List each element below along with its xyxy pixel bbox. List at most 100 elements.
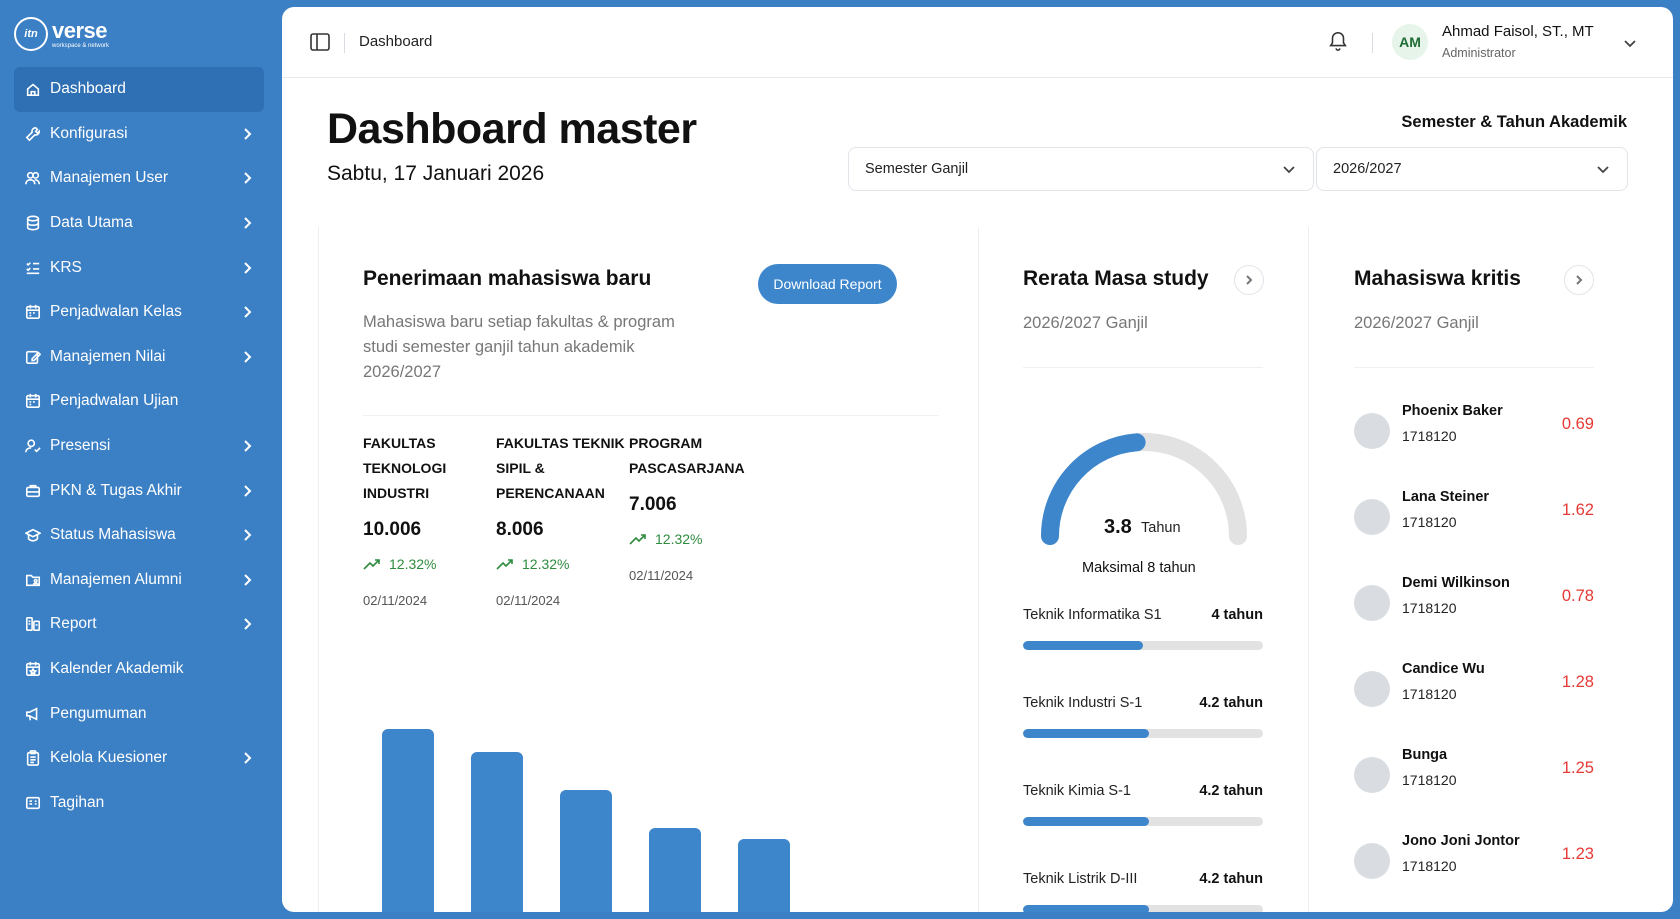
- gauge-unit: Tahun: [1141, 520, 1181, 536]
- program-duration: 4.2 tahun: [1199, 783, 1263, 799]
- bell-icon[interactable]: [1327, 30, 1349, 52]
- student-id: 1718120: [1402, 858, 1457, 874]
- sidebar-toggle-icon[interactable]: [310, 33, 330, 51]
- sidebar-item-penjadwalan-ujian[interactable]: Penjadwalan Ujian: [14, 379, 264, 424]
- sidebar-item-label: Presensi: [50, 437, 111, 455]
- sidebar-item-label: Manajemen Alumni: [50, 570, 182, 588]
- topbar: Dashboard AM Ahmad Faisol, ST., MT Admin…: [282, 7, 1673, 78]
- program-duration: 4.2 tahun: [1199, 695, 1263, 711]
- chevron-right-icon: [240, 528, 254, 542]
- divider: [1354, 367, 1594, 368]
- chart-bar[interactable]: [382, 729, 434, 912]
- sidebar-item-pengumuman[interactable]: Pengumuman: [14, 691, 264, 736]
- student-id: 1718120: [1402, 686, 1457, 702]
- folder-user-icon: [24, 571, 42, 589]
- sidebar-item-manajemen-nilai[interactable]: Manajemen Nilai: [14, 335, 264, 380]
- stat-faculty-name: FAKULTAS TEKNOLOGI INDUSTRI: [363, 431, 446, 506]
- sidebar-item-krs[interactable]: KRS: [14, 245, 264, 290]
- year-select[interactable]: 2026/2027: [1316, 147, 1628, 191]
- topbar-divider: [344, 33, 345, 53]
- main-panel: Dashboard AM Ahmad Faisol, ST., MT Admin…: [282, 7, 1673, 912]
- sidebar-item-label: Status Mahasiswa: [50, 526, 176, 544]
- logo-mark-icon: itn: [14, 17, 48, 51]
- clipboard-icon: [24, 749, 42, 767]
- stat-faculty-name-line: PROGRAM: [629, 435, 703, 451]
- chart-bar[interactable]: [560, 790, 612, 912]
- student-gpa: 1.25: [1561, 759, 1594, 777]
- download-report-button[interactable]: Download Report: [758, 264, 897, 304]
- stat-faculty-name: PROGRAM PASCASARJANA: [629, 431, 745, 481]
- chart-bar[interactable]: [471, 752, 523, 912]
- avatar[interactable]: AM: [1392, 24, 1428, 60]
- chevron-right-icon: [240, 484, 254, 498]
- brand-logo[interactable]: itn verse workspace & network: [14, 16, 109, 52]
- stat-faculty-name-line: SIPIL &: [496, 460, 545, 476]
- sidebar-item-manajemen-alumni[interactable]: Manajemen Alumni: [14, 558, 264, 603]
- stat-faculty-name-line: INDUSTRI: [363, 485, 430, 501]
- sidebar-item-pkn-tugas-akhir[interactable]: PKN & Tugas Akhir: [14, 468, 264, 513]
- logo-mark-text: itn: [24, 28, 38, 40]
- sidebar-item-report[interactable]: Report: [14, 602, 264, 647]
- program-name: Teknik Industri S-1: [1023, 695, 1143, 711]
- stat-trend-value: 12.32%: [655, 531, 703, 547]
- sidebar-item-tagihan[interactable]: Tagihan: [14, 781, 264, 826]
- sidebar-item-label: Manajemen User: [50, 169, 169, 187]
- study-next-button[interactable]: [1234, 265, 1264, 295]
- sidebar-item-data-utama[interactable]: Data Utama: [14, 201, 264, 246]
- stat-faculty-name-line: PASCASARJANA: [629, 460, 745, 476]
- logo-word: verse: [52, 17, 108, 43]
- study-subtitle: 2026/2027 Ganjil: [1023, 314, 1148, 332]
- stat-value: 8.006: [496, 519, 544, 540]
- stat-faculty-name: FAKULTAS TEKNIK SIPIL & PERENCANAAN: [496, 431, 625, 506]
- student-gpa: 1.28: [1561, 673, 1594, 691]
- chevron-right-icon: [240, 751, 254, 765]
- avatar: [1354, 843, 1390, 879]
- student-name: Lana Steiner: [1402, 489, 1490, 505]
- stat-date: 02/11/2024: [496, 593, 561, 608]
- sidebar-item-presensi[interactable]: Presensi: [14, 424, 264, 469]
- program-progress-track: [1023, 729, 1263, 738]
- semester-select-value: Semester Ganjil: [865, 161, 969, 177]
- sidebar-item-label: Konfigurasi: [50, 124, 128, 142]
- semester-select[interactable]: Semester Ganjil: [848, 147, 1314, 191]
- sidebar-item-dashboard[interactable]: Dashboard: [14, 67, 264, 112]
- megaphone-icon: [24, 705, 42, 723]
- critical-next-button[interactable]: [1564, 265, 1594, 295]
- admissions-subtitle-line: studi semester ganjil tahun akademik: [363, 338, 635, 356]
- sidebar-item-label: Pengumuman: [50, 704, 147, 722]
- sidebar-item-kelola-kuesioner[interactable]: Kelola Kuesioner: [14, 736, 264, 781]
- sidebar-item-penjadwalan-kelas[interactable]: Penjadwalan Kelas: [14, 290, 264, 335]
- student-gpa: 1.62: [1561, 501, 1594, 519]
- sidebar-item-label: KRS: [50, 258, 82, 276]
- admissions-subtitle-line: 2026/2027: [363, 363, 441, 381]
- stat-trend-value: 12.32%: [522, 556, 570, 572]
- calendar-icon: [24, 303, 42, 321]
- page-title: Dashboard master: [327, 105, 697, 153]
- gauge-fill: [1041, 433, 1146, 545]
- year-select-value: 2026/2027: [1333, 161, 1402, 177]
- sidebar-item-status-mahasiswa[interactable]: Status Mahasiswa: [14, 513, 264, 558]
- briefcase-icon: [24, 482, 42, 500]
- chevron-right-icon: [240, 573, 254, 587]
- sidebar: itn verse workspace & network Dashboard K…: [0, 0, 282, 919]
- chevron-down-icon[interactable]: [1622, 35, 1638, 51]
- sidebar-item-label: PKN & Tugas Akhir: [50, 481, 182, 499]
- sidebar-item-manajemen-user[interactable]: Manajemen User: [14, 156, 264, 201]
- sidebar-item-konfigurasi[interactable]: Konfigurasi: [14, 112, 264, 157]
- chart-bar[interactable]: [738, 839, 790, 912]
- chevron-down-icon: [1283, 166, 1295, 174]
- sidebar-item-label: Tagihan: [50, 793, 105, 811]
- student-name: Candice Wu: [1402, 661, 1485, 677]
- avatar: [1354, 413, 1390, 449]
- sidebar-item-label: Manajemen Nilai: [50, 347, 166, 365]
- program-duration: 4.2 tahun: [1199, 871, 1263, 887]
- student-name: Demi Wilkinson: [1402, 575, 1510, 591]
- sidebar-item-kalender-akademik[interactable]: Kalender Akademik: [14, 647, 264, 692]
- sidebar-item-label: Data Utama: [50, 214, 133, 232]
- logo-tagline: workspace & network: [52, 42, 110, 49]
- student-name: Phoenix Baker: [1402, 403, 1503, 419]
- chart-bar[interactable]: [649, 828, 701, 912]
- chevron-right-icon: [240, 261, 254, 275]
- breadcrumb[interactable]: Dashboard: [359, 33, 433, 50]
- database-icon: [24, 214, 42, 232]
